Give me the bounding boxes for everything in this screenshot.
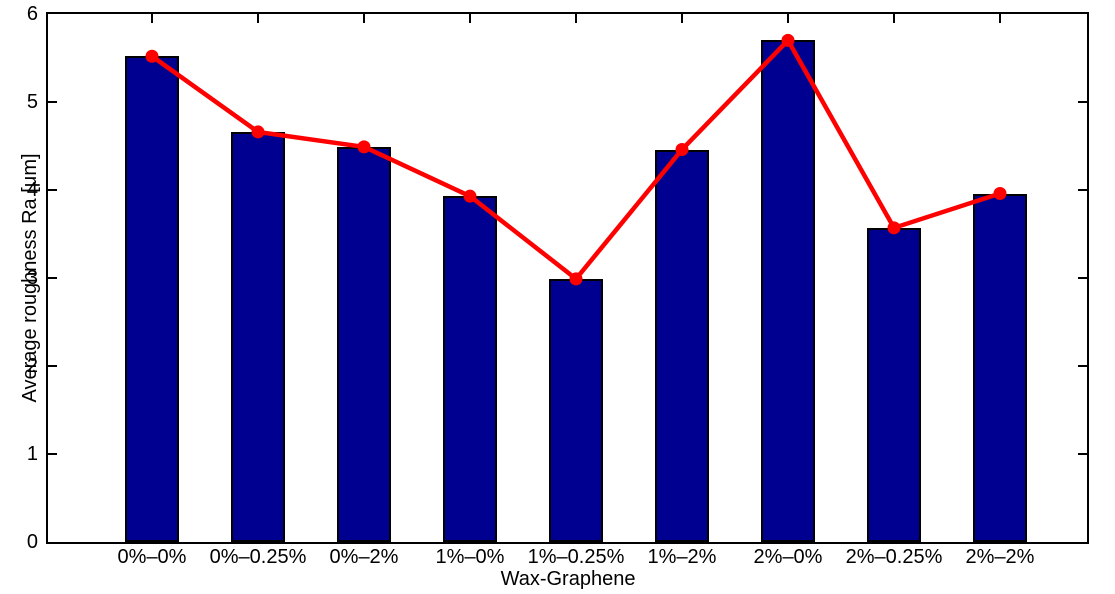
x-tick-mark — [151, 14, 153, 23]
y-tick-mark — [48, 277, 57, 279]
x-tick-mark — [681, 14, 683, 23]
line-series-layer — [145, 33, 1007, 286]
x-tick-mark — [787, 14, 789, 23]
bar — [231, 131, 285, 542]
y-tick-label: 2 — [26, 355, 38, 377]
x-tick-label: 2%–0% — [753, 546, 823, 568]
y-tick-label: 3 — [26, 267, 38, 289]
data-point-marker — [357, 140, 371, 154]
bar — [337, 146, 391, 542]
y-tick-mark — [1078, 101, 1087, 103]
x-tick-label: 2%–0.25% — [845, 546, 943, 568]
bar — [125, 56, 179, 542]
y-tick-mark — [48, 189, 57, 191]
data-point-marker — [993, 187, 1007, 201]
data-point-marker — [569, 272, 583, 286]
x-tick-mark — [893, 14, 895, 23]
y-axis-label: Average roughness Ra [μm] — [19, 153, 41, 403]
data-point-marker — [887, 221, 901, 235]
y-tick-mark — [1078, 189, 1087, 191]
x-tick-mark — [575, 14, 577, 23]
y-tick-mark — [48, 101, 57, 103]
data-point-marker — [781, 33, 795, 47]
x-tick-mark — [257, 14, 259, 23]
x-tick-label: 0%–2% — [329, 546, 399, 568]
bar — [549, 278, 603, 542]
y-tick-mark — [1078, 365, 1087, 367]
x-axis-label: Wax-Graphene — [500, 568, 636, 590]
data-point-marker — [675, 143, 689, 157]
x-tick-label: 1%–0% — [435, 546, 505, 568]
bar — [443, 196, 497, 542]
x-tick-mark — [363, 14, 365, 23]
bar — [973, 193, 1027, 542]
x-tick-label: 0%–0% — [117, 546, 187, 568]
x-tick-label: 2%–2% — [965, 546, 1035, 568]
bar — [867, 227, 921, 542]
y-tick-label: 1 — [26, 443, 38, 465]
y-tick-mark — [1078, 277, 1087, 279]
line-series — [150, 36, 1001, 283]
x-tick-label: 0%–0.25% — [209, 546, 307, 568]
y-tick-mark — [1078, 453, 1087, 455]
y-tick-label: 5 — [26, 91, 38, 113]
x-tick-label: 1%–0.25% — [527, 546, 625, 568]
y-tick-mark — [48, 453, 57, 455]
bar — [761, 40, 815, 542]
x-tick-mark — [469, 14, 471, 23]
x-tick-mark — [999, 14, 1001, 23]
y-tick-mark — [48, 365, 57, 367]
x-tick-label: 1%–2% — [647, 546, 717, 568]
y-tick-label: 0 — [26, 531, 38, 553]
data-point-marker — [145, 49, 159, 63]
y-tick-label: 6 — [26, 3, 38, 25]
bar — [655, 149, 709, 542]
data-point-marker — [251, 125, 265, 139]
data-point-marker — [463, 189, 477, 203]
y-tick-label: 4 — [26, 179, 38, 201]
plot-area — [46, 12, 1089, 544]
